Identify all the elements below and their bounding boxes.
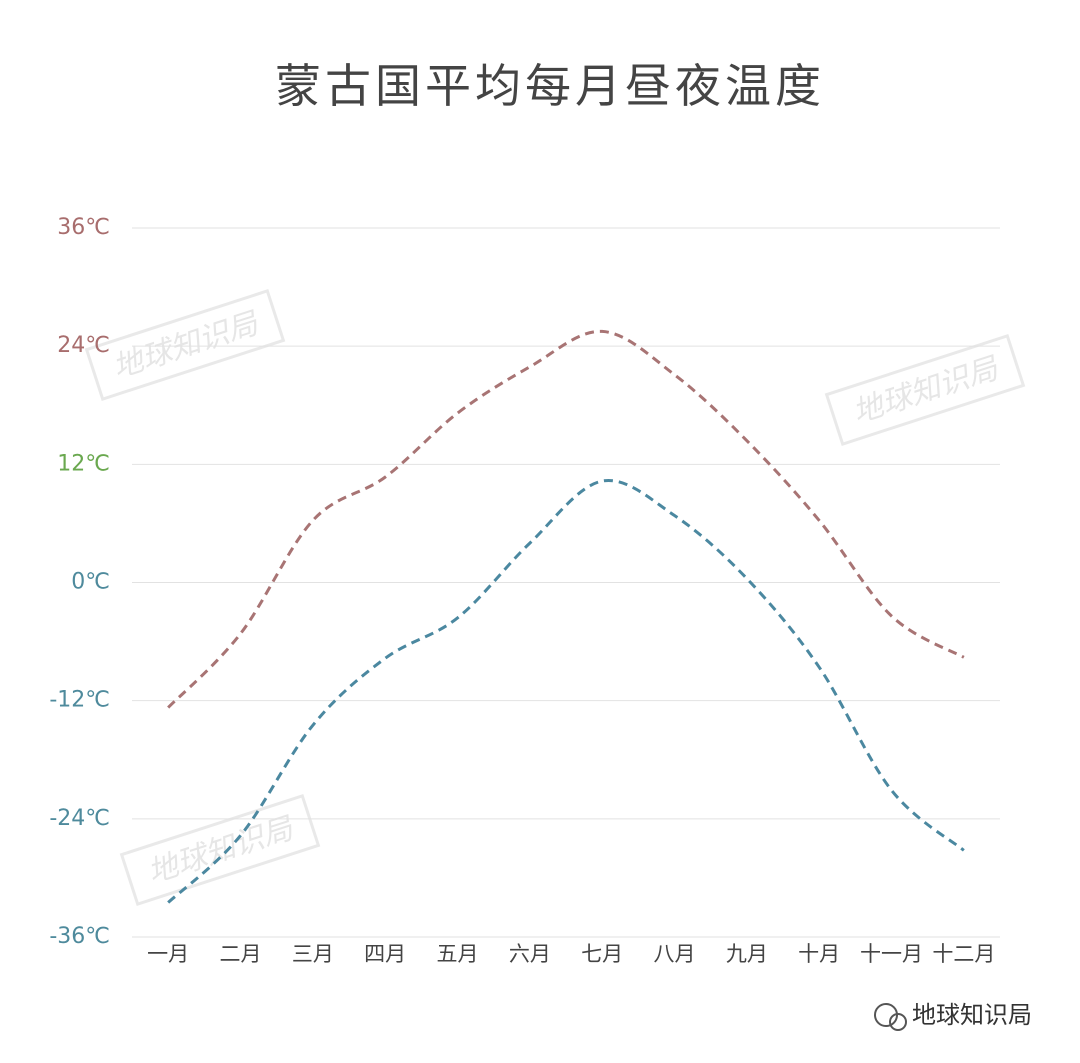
chart-title: 蒙古国平均每月昼夜温度	[275, 59, 825, 113]
x-tick-label: 八月	[654, 942, 696, 966]
x-tick-label: 六月	[509, 942, 551, 966]
y-tick-label: 0℃	[71, 570, 110, 595]
credit-group: 地球知识局	[874, 1001, 1032, 1031]
x-tick-label: 十二月	[932, 942, 995, 966]
y-tick-label: -12℃	[49, 688, 110, 713]
x-tick-label: 九月	[726, 942, 768, 966]
y-tick-label: -24℃	[49, 806, 110, 831]
credit-icon	[889, 1013, 907, 1031]
y-tick-label: 24℃	[57, 333, 110, 358]
x-tick-label: 一月	[147, 942, 189, 966]
x-tick-label: 二月	[220, 942, 262, 966]
line	[167, 329, 965, 709]
x-tick-label: 七月	[581, 942, 623, 966]
y-tick-label: -36℃	[49, 924, 110, 949]
x-tick-label: 五月	[437, 942, 479, 966]
watermark-box	[824, 334, 1026, 446]
y-tick-label: 12℃	[57, 451, 110, 476]
x-tick-label: 十一月	[860, 942, 923, 966]
x-tick-label: 十月	[798, 942, 840, 966]
x-tick-label: 四月	[364, 942, 406, 966]
watermark-box	[84, 289, 286, 401]
y-tick-label: 36℃	[57, 215, 110, 240]
x-tick-label: 三月	[292, 942, 334, 966]
credit: 地球知识局	[912, 1001, 1032, 1029]
line	[167, 478, 965, 904]
watermark-box	[119, 794, 321, 906]
